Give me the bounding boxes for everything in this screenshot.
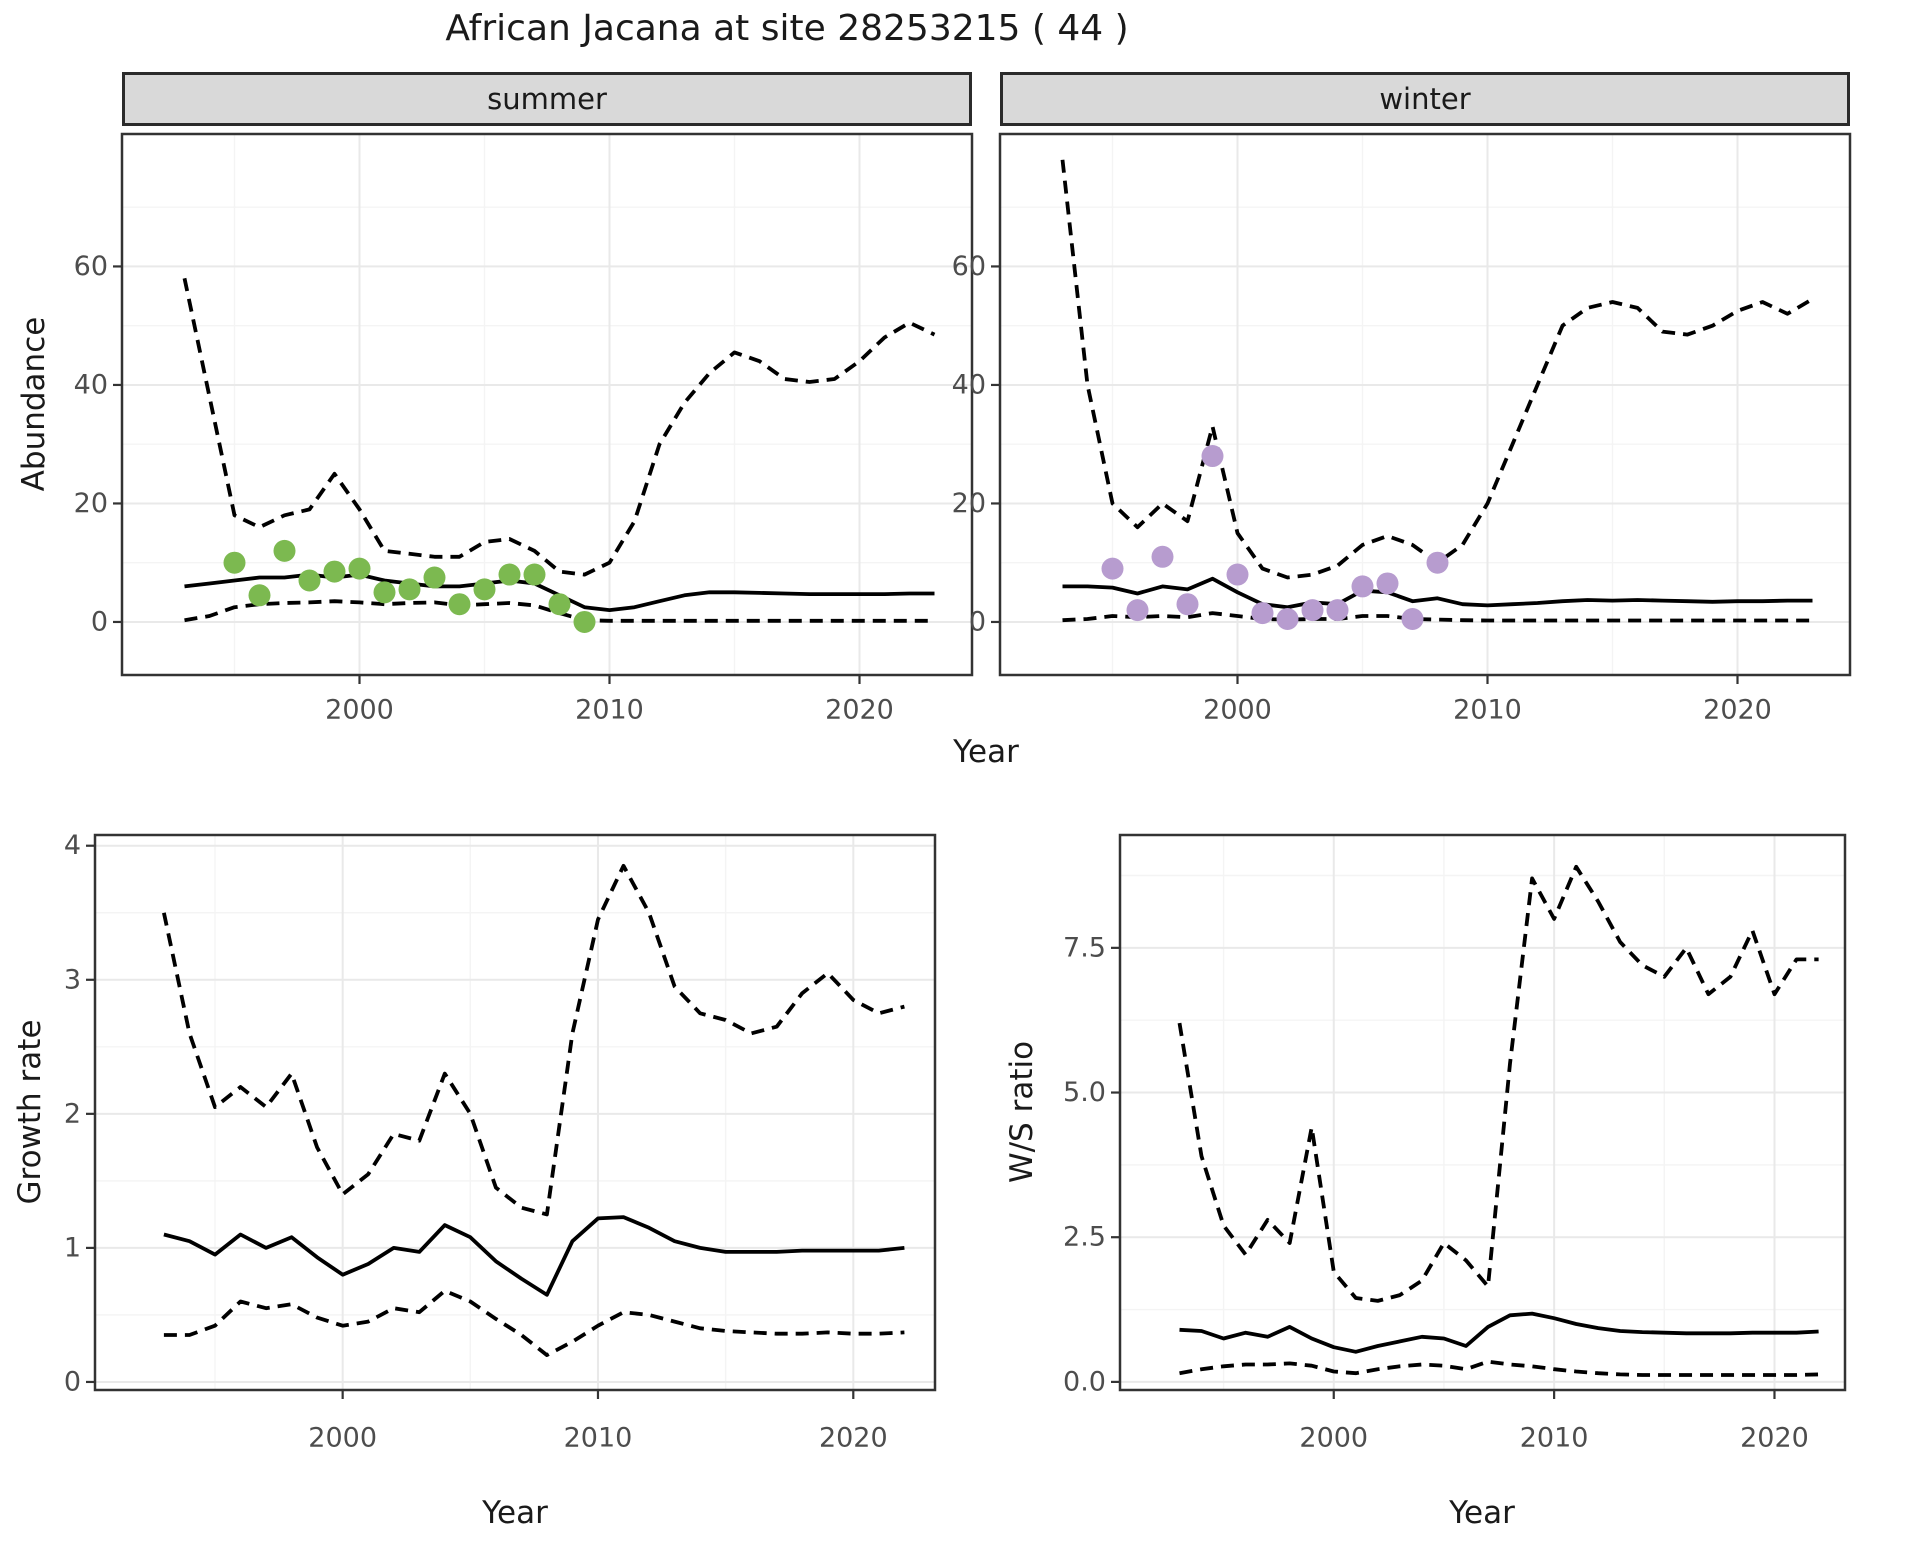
panel-ws-ratio: 2000 2010 2020 0.0 2.5 5.0 7.5	[1063, 833, 1847, 1454]
abundance-summer-observed-counts-point	[473, 578, 496, 601]
x-tick-label: 2000	[308, 1423, 377, 1454]
x-tick-label: 2000	[1299, 1423, 1368, 1454]
y-tick-label: 0	[91, 606, 108, 637]
abundance-winter-observed-counts-point	[1301, 599, 1324, 622]
abundance-winter-upper-ci-line	[1060, 159, 1814, 580]
abundance-winter-observed-counts-point	[1226, 563, 1249, 586]
growth-rate-lower-ci-line	[163, 1288, 905, 1357]
panel-border	[998, 132, 1852, 677]
panel-abundance-summer: 2000 2010 2020 0 20 40 60	[74, 132, 974, 726]
ws-ratio-lower-ci-line	[1179, 1359, 1819, 1377]
figure-title: African Jacana at site 28253215 ( 44 )	[445, 8, 1129, 49]
growth-rate-upper-ci-line	[162, 863, 905, 1217]
ws-ratio-fit-median-line	[1179, 1311, 1819, 1354]
x-tick-label: 2010	[564, 1423, 633, 1454]
y-tick-label: 60	[952, 251, 986, 282]
abundance-winter-observed-counts-point	[1201, 445, 1224, 468]
x-tick-label: 2010	[575, 695, 644, 726]
facet-strip-summer: summer	[122, 72, 972, 126]
abundance-summer-observed-counts-point	[223, 551, 246, 574]
x-tick-label: 2000	[325, 695, 394, 726]
abundance-summer-observed-counts-point	[423, 566, 446, 589]
abundance-winter-observed-counts-point	[1101, 557, 1124, 580]
abundance-winter-observed-counts-point	[1251, 602, 1274, 625]
abundance-summer-observed-counts-point	[273, 539, 296, 562]
x-tick-label: 2000	[1203, 695, 1272, 726]
abundance-summer-observed-counts-point	[523, 563, 546, 586]
abundance-y-axis-title: Abundance	[16, 316, 52, 492]
abundance-winter-observed-counts-point	[1426, 551, 1449, 574]
y-tick-label: 7.5	[1063, 932, 1106, 963]
ws-ratio-x-axis-title: Year	[1449, 1495, 1515, 1531]
facet-strip-winter: winter	[1000, 72, 1850, 126]
abundance-winter-observed-counts-point	[1126, 599, 1149, 622]
y-tick-label: 0	[64, 1366, 81, 1397]
y-tick-label: 1	[64, 1232, 81, 1263]
y-tick-label: 40	[952, 369, 986, 400]
y-tick-label: 4	[64, 830, 81, 861]
y-tick-label: 2	[64, 1098, 81, 1129]
abundance-winter-observed-counts-point	[1276, 608, 1299, 631]
abundance-summer-observed-counts-point	[373, 581, 396, 604]
abundance-winter-observed-counts-point	[1151, 545, 1174, 568]
abundance-winter-lower-ci-line	[1062, 611, 1813, 623]
abundance-summer-observed-counts-point	[398, 578, 421, 601]
abundance-summer-observed-counts-point	[348, 557, 371, 580]
ws-ratio-upper-ci-line	[1177, 864, 1819, 1303]
abundance-winter-observed-counts-point	[1401, 608, 1424, 631]
abundance-summer-observed-counts-point	[448, 593, 471, 616]
panel-border	[120, 132, 974, 677]
facet-strip-summer-label: summer	[487, 82, 607, 116]
abundance-winter-observed-counts-point	[1376, 572, 1399, 595]
x-tick-label: 2020	[1703, 695, 1772, 726]
x-tick-label: 2010	[1520, 1423, 1589, 1454]
abundance-summer-upper-ci-line	[182, 277, 936, 577]
growth-rate-y-axis-title: Growth rate	[12, 1019, 48, 1205]
abundance-summer-observed-counts-point	[248, 584, 271, 607]
growth-rate-fit-median-line	[163, 1215, 905, 1297]
abundance-winter-observed-counts-point	[1326, 599, 1349, 622]
x-tick-label: 2020	[825, 695, 894, 726]
panel-growth-rate: 2000 2010 2020 0 1 2 3 4	[64, 830, 937, 1454]
x-tick-label: 2010	[1453, 695, 1522, 726]
y-tick-label: 40	[74, 369, 108, 400]
x-tick-label: 2020	[1740, 1423, 1809, 1454]
abundance-summer-observed-counts-point	[498, 563, 521, 586]
y-tick-label: 0	[969, 606, 986, 637]
panel-border	[93, 833, 937, 1392]
y-tick-label: 3	[64, 964, 81, 995]
abundance-summer-observed-counts-point	[323, 560, 346, 583]
abundance-summer-observed-counts-point	[548, 593, 571, 616]
abundance-winter-observed-counts-point	[1176, 593, 1199, 616]
abundance-summer-observed-counts-point	[298, 569, 321, 592]
y-tick-label: 20	[74, 488, 108, 519]
y-tick-label: 2.5	[1063, 1222, 1106, 1253]
y-tick-label: 5.0	[1063, 1077, 1106, 1108]
growth-rate-x-axis-title: Year	[482, 1495, 548, 1531]
facet-strip-winter-label: winter	[1379, 82, 1471, 116]
abundance-winter-observed-counts-point	[1351, 575, 1374, 598]
panel-border	[1118, 833, 1847, 1392]
x-tick-label: 2020	[819, 1423, 888, 1454]
y-tick-label: 20	[952, 488, 986, 519]
ws-ratio-y-axis-title: W/S ratio	[1004, 1040, 1040, 1184]
y-tick-label: 60	[74, 251, 108, 282]
abundance-summer-observed-counts-point	[573, 610, 596, 633]
panel-abundance-winter: 2000 2010 2020 0 20 40 60	[952, 132, 1852, 726]
abundance-winter-fit-median-line	[1062, 576, 1813, 610]
y-tick-label: 0.0	[1063, 1366, 1106, 1397]
top-x-axis-title: Year	[953, 734, 1019, 770]
